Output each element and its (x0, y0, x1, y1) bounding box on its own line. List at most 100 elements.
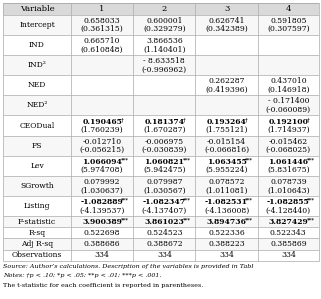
Text: 334: 334 (281, 251, 296, 259)
Text: 0.591805: 0.591805 (270, 17, 307, 25)
Text: -1.082889: -1.082889 (81, 198, 124, 206)
Text: (-4.137407): (-4.137407) (142, 207, 187, 215)
Text: NED: NED (28, 81, 46, 89)
Text: (1.030637): (1.030637) (81, 186, 124, 194)
Text: (0.419396): (0.419396) (205, 86, 248, 94)
Text: 0.262287: 0.262287 (208, 77, 245, 85)
Text: 3.900389: 3.900389 (82, 218, 122, 226)
Text: 4: 4 (286, 5, 291, 13)
Text: -1.082347: -1.082347 (143, 198, 186, 206)
Text: (5.974708): (5.974708) (81, 166, 123, 174)
Bar (3, 176, 319, 196)
Text: -0.015462: -0.015462 (269, 138, 308, 146)
Text: Lev: Lev (30, 162, 44, 170)
Text: (0.307597): (0.307597) (267, 25, 310, 33)
Text: 334: 334 (95, 251, 109, 259)
Text: ***: *** (307, 198, 315, 203)
Text: FS: FS (32, 142, 42, 150)
Text: The t-statistic for each coefficient is reported in parentheses.: The t-statistic for each coefficient is … (3, 283, 203, 288)
Text: 1.063455: 1.063455 (207, 158, 247, 166)
Text: 0.626741: 0.626741 (208, 17, 245, 25)
Text: -1.082855: -1.082855 (267, 198, 310, 206)
Text: NED²: NED² (26, 101, 48, 109)
Text: - 0.171400: - 0.171400 (268, 97, 309, 106)
Text: 0.192100: 0.192100 (268, 118, 308, 126)
Text: ***: *** (307, 157, 315, 162)
Bar (3, 35, 319, 55)
Text: 3.894736: 3.894736 (207, 218, 247, 226)
Text: ***: *** (121, 198, 129, 203)
Text: (1.030567): (1.030567) (143, 186, 186, 194)
Bar (3, 15, 319, 35)
Bar (3, 227, 319, 238)
Text: †: † (183, 117, 186, 122)
Text: ***: *** (121, 157, 129, 162)
Text: Source: Author’s calculations. Description of the variables is provided in Tabl: Source: Author’s calculations. Descripti… (3, 264, 253, 269)
Text: Listing: Listing (24, 202, 50, 210)
Text: IND: IND (29, 41, 45, 49)
Text: †: † (307, 117, 309, 122)
Text: 0.190465: 0.190465 (82, 118, 122, 126)
Bar (3, 136, 319, 156)
Text: Intercept: Intercept (19, 21, 55, 29)
Text: 0.522343: 0.522343 (270, 229, 307, 237)
Text: (5.942475): (5.942475) (143, 166, 186, 174)
Text: F-statistic: F-statistic (18, 218, 56, 226)
Text: 3.866536: 3.866536 (146, 37, 183, 45)
Text: ***: *** (245, 218, 253, 222)
Text: Notes: †p < .10; *p < .05; **p < .01; ***p < .001.: Notes: †p < .10; *p < .05; **p < .01; **… (3, 273, 161, 278)
Text: ***: *** (245, 157, 253, 162)
Text: CEODual: CEODual (19, 122, 55, 129)
Text: (0.329279): (0.329279) (143, 25, 186, 33)
Text: 0.078739: 0.078739 (270, 178, 307, 186)
Text: - 8.633518: - 8.633518 (143, 57, 185, 65)
Text: 3: 3 (224, 5, 229, 13)
Text: 0.600001: 0.600001 (146, 17, 183, 25)
Bar (3, 196, 319, 216)
Text: 0.388686: 0.388686 (84, 240, 120, 248)
Text: (-0.060089): (-0.060089) (266, 106, 311, 114)
Text: 0.665710: 0.665710 (84, 37, 120, 45)
Text: ***: *** (183, 218, 191, 222)
Text: ***: *** (245, 198, 253, 203)
Text: (1.010643): (1.010643) (267, 186, 310, 194)
Text: 1: 1 (100, 5, 105, 13)
Bar (3, 3, 319, 15)
Text: †: † (245, 117, 248, 122)
Text: 0.385869: 0.385869 (270, 240, 307, 248)
Text: (1.140401): (1.140401) (143, 45, 186, 54)
Text: 0.193264: 0.193264 (207, 118, 247, 126)
Text: †: † (121, 117, 124, 122)
Text: R-sq: R-sq (28, 229, 46, 237)
Text: ***: *** (307, 218, 315, 222)
Text: 2: 2 (162, 5, 167, 13)
Text: Adj R-sq: Adj R-sq (21, 240, 53, 248)
Text: ***: *** (183, 157, 191, 162)
Text: 334: 334 (157, 251, 172, 259)
Text: (0.361315): (0.361315) (81, 25, 124, 33)
Text: (1.760239): (1.760239) (81, 126, 123, 134)
Text: ***: *** (121, 218, 129, 222)
Bar (3, 115, 319, 136)
Text: 1.060821: 1.060821 (144, 158, 184, 166)
Text: 334: 334 (219, 251, 234, 259)
Text: (0.342389): (0.342389) (205, 25, 248, 33)
Text: 1.061446: 1.061446 (268, 158, 308, 166)
Text: ***: *** (183, 198, 191, 203)
Text: 0.524523: 0.524523 (146, 229, 183, 237)
Text: 0.388672: 0.388672 (146, 240, 183, 248)
Bar (3, 156, 319, 176)
Text: 0.079987: 0.079987 (146, 178, 183, 186)
Text: 0.522336: 0.522336 (208, 229, 245, 237)
Bar (3, 250, 319, 261)
Text: 0.181374: 0.181374 (144, 118, 184, 126)
Bar (3, 95, 319, 115)
Text: (0.610848): (0.610848) (81, 45, 123, 54)
Text: 0.522698: 0.522698 (84, 229, 120, 237)
Text: (-0.066816): (-0.066816) (204, 146, 249, 154)
Text: (1.714937): (1.714937) (267, 126, 310, 134)
Text: -0.015154: -0.015154 (207, 138, 246, 146)
Text: Variable: Variable (20, 5, 54, 13)
Text: (5.831675): (5.831675) (267, 166, 310, 174)
Text: 0.388223: 0.388223 (208, 240, 245, 248)
